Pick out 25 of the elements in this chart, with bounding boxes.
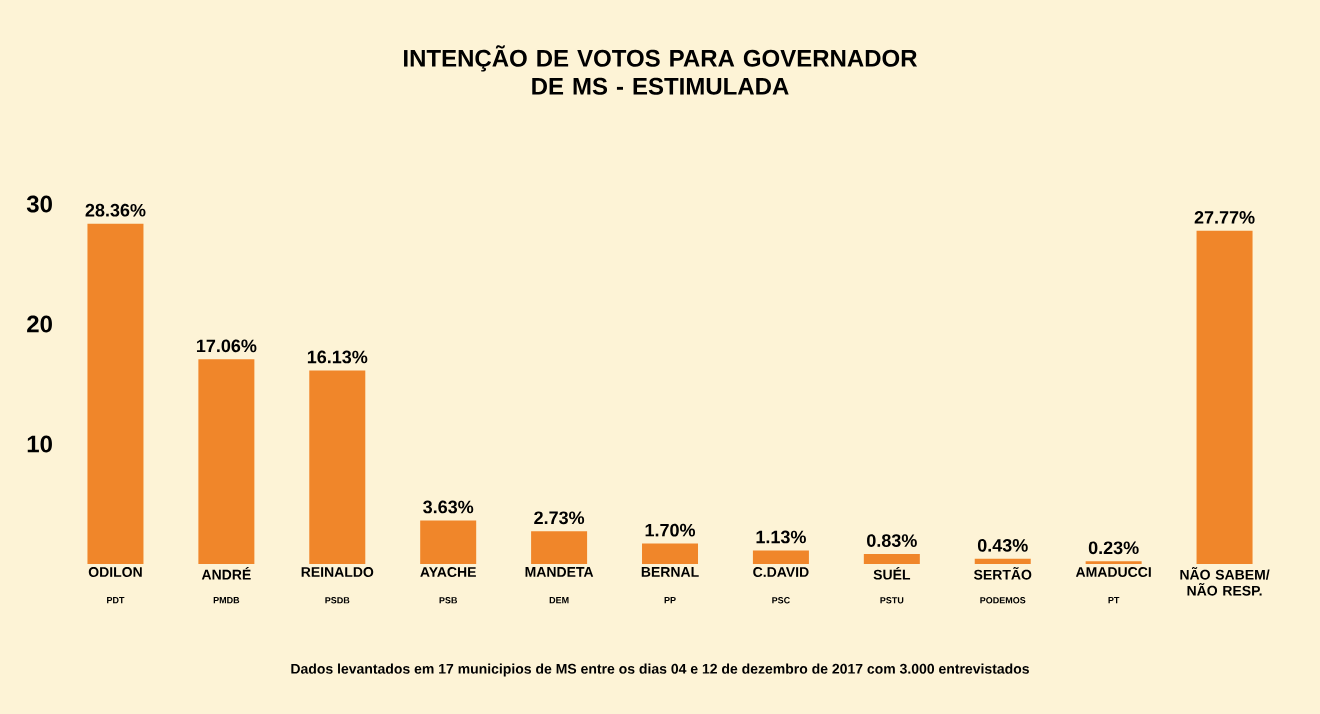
data-label: 1.13% bbox=[756, 530, 806, 544]
chart-title: INTENÇÃO DE VOTOS PARA GOVERNADOR DE MS - ESTIMULADA bbox=[404, 45, 918, 95]
data-label: 16.13% bbox=[307, 350, 368, 364]
data-label: 1.70% bbox=[645, 523, 696, 537]
bar bbox=[642, 543, 699, 564]
bar bbox=[974, 558, 1031, 564]
data-label: 27.77% bbox=[1194, 210, 1255, 224]
bar bbox=[1196, 230, 1253, 564]
data-label: 0.83% bbox=[867, 534, 917, 547]
y-tick-label: 30 bbox=[26, 195, 52, 213]
bar bbox=[420, 520, 477, 564]
data-label: 2.73% bbox=[534, 511, 585, 525]
bar bbox=[309, 370, 366, 564]
bar bbox=[198, 359, 255, 564]
bar bbox=[752, 550, 809, 564]
bar bbox=[863, 554, 920, 564]
y-tick-label: 20 bbox=[27, 315, 52, 333]
data-label: 0.43% bbox=[977, 538, 1028, 552]
y-tick-label: 10 bbox=[27, 435, 52, 453]
data-label: 17.06% bbox=[196, 339, 257, 353]
data-label: 0.23% bbox=[1088, 541, 1139, 555]
bar bbox=[87, 223, 144, 564]
data-label: 28.36% bbox=[85, 203, 146, 217]
bar bbox=[531, 531, 588, 564]
data-label: 3.63% bbox=[423, 500, 474, 514]
